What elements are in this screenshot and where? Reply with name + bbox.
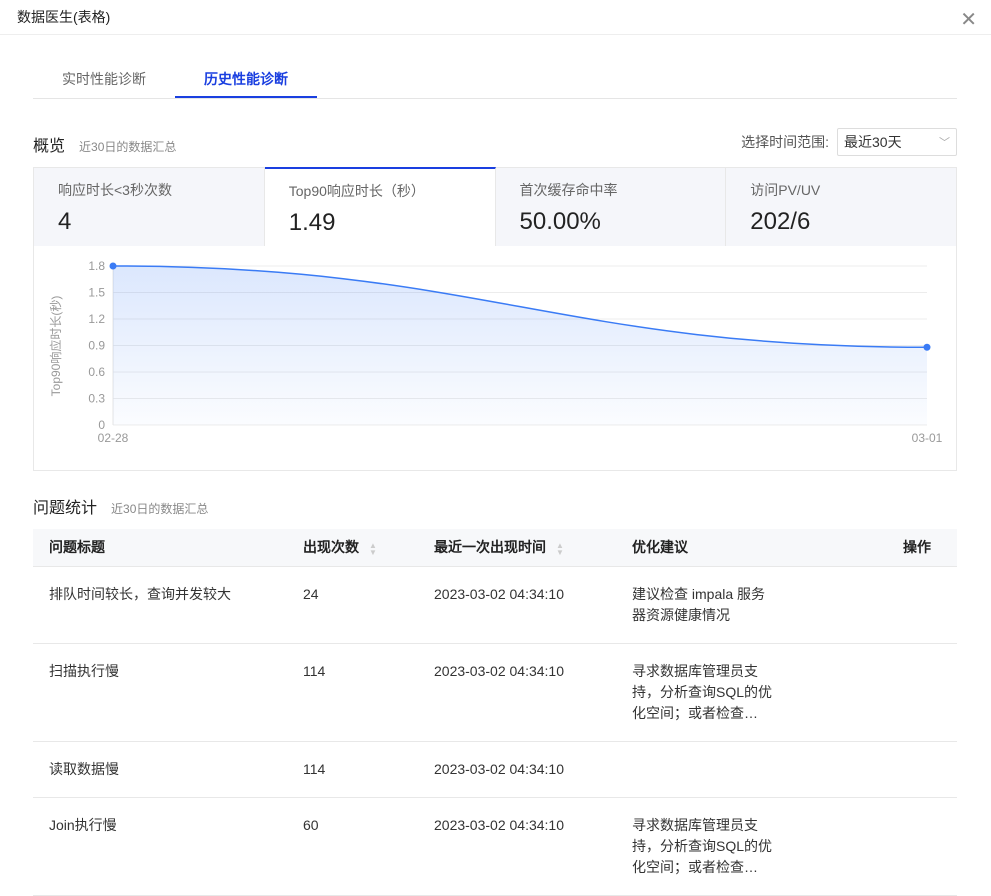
cell-time: 2023-03-02 04:34:10	[418, 643, 616, 742]
tab-bar: 实时性能诊断 历史性能诊断	[33, 60, 957, 99]
metric-card[interactable]: 响应时长<3秒次数 4	[34, 168, 265, 246]
table-row: 读取数据慢 114 2023-03-02 04:34:10	[33, 741, 957, 798]
metric-cards: 响应时长<3秒次数 4 Top90响应时长（秒） 1.49 首次缓存命中率 50.00…	[33, 167, 957, 246]
time-range: 选择时间范围: 最近30天 ﹀	[741, 128, 957, 156]
col-time-label: 最近一次出现时间	[434, 539, 546, 556]
y-tick-label: 0.3	[88, 392, 105, 406]
close-icon[interactable]: ✕	[960, 9, 977, 31]
data-point	[923, 343, 931, 351]
metric-card[interactable]: 首次缓存命中率 50.00%	[495, 168, 727, 246]
cell-advice: 建议检查 impala 服务器资源健康情况	[616, 566, 887, 644]
col-count-label: 出现次数	[303, 539, 359, 556]
chevron-down-icon: ﹀	[939, 137, 950, 149]
issues-table: 问题标题 出现次数 ▲ ▼ 最近一次出现时间 ▲ ▼ 优化建议 操作 排队时间较长，查询…	[33, 529, 957, 896]
metric-card[interactable]: Top90响应时长（秒） 1.49	[264, 167, 496, 246]
metric-card[interactable]: 访问PV/UV 202/6	[726, 168, 956, 246]
metric-value: 202/6	[750, 208, 811, 235]
cell-action	[887, 643, 957, 742]
cell-time: 2023-03-02 04:34:10	[418, 741, 616, 798]
cell-time: 2023-03-02 04:34:10	[418, 797, 616, 896]
issues-heading: 问题统计 近30日的数据汇总	[33, 494, 208, 518]
line-chart: 0 0.3 0.6 0.9 1.2 1.5 1.8 Top90响应时长(秒) 02-28 03-0…	[33, 246, 957, 471]
metric-value: 4	[58, 208, 72, 235]
issues-subtitle: 近30日的数据汇总	[111, 502, 209, 516]
col-title: 问题标题	[33, 529, 287, 567]
cell-action	[887, 566, 957, 644]
data-point	[109, 262, 117, 270]
y-axis-label: Top90响应时长(秒)	[48, 296, 63, 397]
x-tick-label: 02-28	[98, 431, 129, 445]
cell-count: 60	[287, 797, 418, 896]
cell-count: 114	[287, 741, 418, 798]
cell-action	[887, 797, 957, 896]
tab-history[interactable]: 历史性能诊断	[175, 60, 317, 98]
y-tick-label: 0.6	[88, 365, 105, 379]
time-range-select[interactable]: 最近30天 ﹀	[837, 128, 957, 156]
metric-value: 1.49	[288, 209, 336, 236]
x-tick-label: 03-01	[912, 431, 943, 445]
cell-title: Join执行慢	[33, 797, 287, 896]
tab-realtime[interactable]: 实时性能诊断	[62, 71, 146, 87]
range-value: 最近30天	[844, 134, 902, 150]
metric-label: Top90响应时长（秒）	[288, 183, 425, 199]
cell-time: 2023-03-02 04:34:10	[418, 566, 616, 644]
issues-title: 问题统计	[33, 500, 98, 517]
sort-icon[interactable]: ▲ ▼	[369, 540, 377, 557]
cell-advice: 寻求数据库管理员支持，分析查询SQL的优化空间；或者检查…	[616, 643, 887, 742]
col-advice: 优化建议	[616, 529, 887, 567]
metric-label: 响应时长<3秒次数	[58, 182, 172, 198]
y-tick-label: 1.5	[88, 286, 105, 300]
y-tick-label: 0.9	[88, 339, 105, 353]
overview-heading: 概览 近30日的数据汇总	[33, 132, 176, 156]
sort-icon[interactable]: ▲ ▼	[556, 540, 564, 557]
chart-svg: 0 0.3 0.6 0.9 1.2 1.5 1.8 Top90响应时长(秒) 02-28 03-0…	[48, 259, 943, 445]
table-row: Join执行慢 60 2023-03-02 04:34:10 寻求数据库管理员支持，分…	[33, 797, 957, 896]
window-header: 数据医生(表格)	[0, 0, 991, 35]
table-row: 排队时间较长，查询并发较大 24 2023-03-02 04:34:10 建议检查 i…	[33, 566, 957, 644]
cell-advice: 寻求数据库管理员支持，分析查询SQL的优化空间；或者检查…	[616, 797, 887, 896]
col-action: 操作	[887, 529, 957, 567]
cell-count: 114	[287, 643, 418, 742]
series-line	[112, 265, 928, 349]
metric-label: 首次缓存命中率	[519, 182, 618, 198]
overview-title: 概览	[33, 138, 66, 155]
window-title: 数据医生(表格)	[17, 9, 111, 25]
metric-value: 50.00%	[519, 208, 601, 235]
range-label: 选择时间范围:	[741, 134, 829, 150]
y-tick-label: 1.2	[88, 312, 105, 326]
cell-count: 24	[287, 566, 418, 644]
table-row: 扫描执行慢 114 2023-03-02 04:34:10 寻求数据库管理员支持，分析…	[33, 643, 957, 742]
cell-title: 读取数据慢	[33, 741, 287, 798]
cell-advice	[616, 741, 887, 798]
overview-subtitle: 近30日的数据汇总	[79, 140, 177, 154]
cell-title: 扫描执行慢	[33, 643, 287, 742]
y-tick-label: 0	[98, 418, 105, 432]
col-time[interactable]: 最近一次出现时间 ▲ ▼	[418, 529, 616, 567]
cell-action	[887, 741, 957, 798]
metric-label: 访问PV/UV	[750, 182, 821, 198]
area-fill	[113, 266, 927, 425]
col-count[interactable]: 出现次数 ▲ ▼	[287, 529, 418, 567]
y-tick-label: 1.8	[88, 259, 105, 273]
cell-title: 排队时间较长，查询并发较大	[33, 566, 287, 644]
